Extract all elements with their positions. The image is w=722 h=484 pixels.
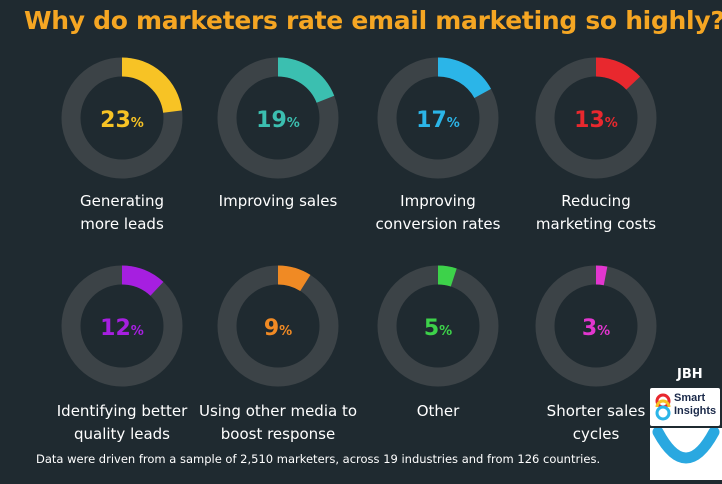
donut-slice-improving-conversion-rates [437, 57, 492, 99]
footnote: Data were driven from a sample of 2,510 … [36, 452, 601, 466]
category-label-other: Other [417, 402, 460, 420]
donut-generating-more-leads: 23% Generating more leads [61, 57, 183, 233]
donut-improving-conversion-rates: 17% Improving conversion rates [376, 57, 501, 233]
donut-slice-reducing-marketing-costs [595, 57, 641, 90]
smart-insights-label: Smart Insights [674, 392, 717, 417]
value-label-identifying-better-quality-leads: 12% [100, 316, 144, 341]
smile-logo-icon [652, 426, 720, 464]
category-label-shorter-sales-cycles: Shorter sales cycles [547, 402, 646, 443]
jbh-logo: JBH [677, 367, 703, 382]
donut-slice-other [437, 265, 457, 287]
category-label-improving-conversion-rates: Improving conversion rates [376, 192, 501, 233]
value-label-reducing-marketing-costs: 13% [574, 108, 618, 133]
smart-insights-logo-icon [655, 393, 671, 421]
value-label-improving-conversion-rates: 17% [416, 108, 460, 133]
donut-slice-identifying-better-quality-leads [121, 265, 164, 297]
donut-identifying-better-quality-leads: 12% Identifying better quality leads [57, 265, 188, 443]
donut-slice-using-other-media-to-boost-response [277, 265, 311, 292]
value-label-improving-sales: 19% [256, 108, 300, 133]
category-label-reducing-marketing-costs: Reducing marketing costs [536, 192, 656, 233]
smart-insights-badge: Smart Insights [650, 388, 720, 426]
value-label-other: 5% [424, 316, 452, 341]
donut-reducing-marketing-costs: 13% Reducing marketing costs [535, 57, 657, 233]
donut-using-other-media-to-boost-response: 9% Using other media to boost response [199, 265, 357, 443]
category-label-identifying-better-quality-leads: Identifying better quality leads [57, 402, 188, 443]
smile-badge [650, 426, 722, 480]
donut-shorter-sales-cycles: 3% Shorter sales cycles [535, 265, 657, 443]
donut-slice-improving-sales [277, 57, 335, 104]
category-label-generating-more-leads: Generating more leads [80, 192, 164, 233]
value-label-generating-more-leads: 23% [100, 108, 144, 133]
category-label-using-other-media-to-boost-response: Using other media to boost response [199, 402, 357, 443]
donut-slice-generating-more-leads [121, 57, 183, 114]
value-label-shorter-sales-cycles: 3% [582, 316, 610, 341]
donut-slice-shorter-sales-cycles [595, 265, 608, 286]
donut-other: 5% Other [377, 265, 499, 420]
donut-improving-sales: 19% Improving sales [217, 57, 339, 210]
value-label-using-other-media-to-boost-response: 9% [264, 316, 292, 341]
category-label-improving-sales: Improving sales [219, 192, 338, 210]
chart-title: Why do marketers rate email marketing so… [24, 6, 722, 35]
